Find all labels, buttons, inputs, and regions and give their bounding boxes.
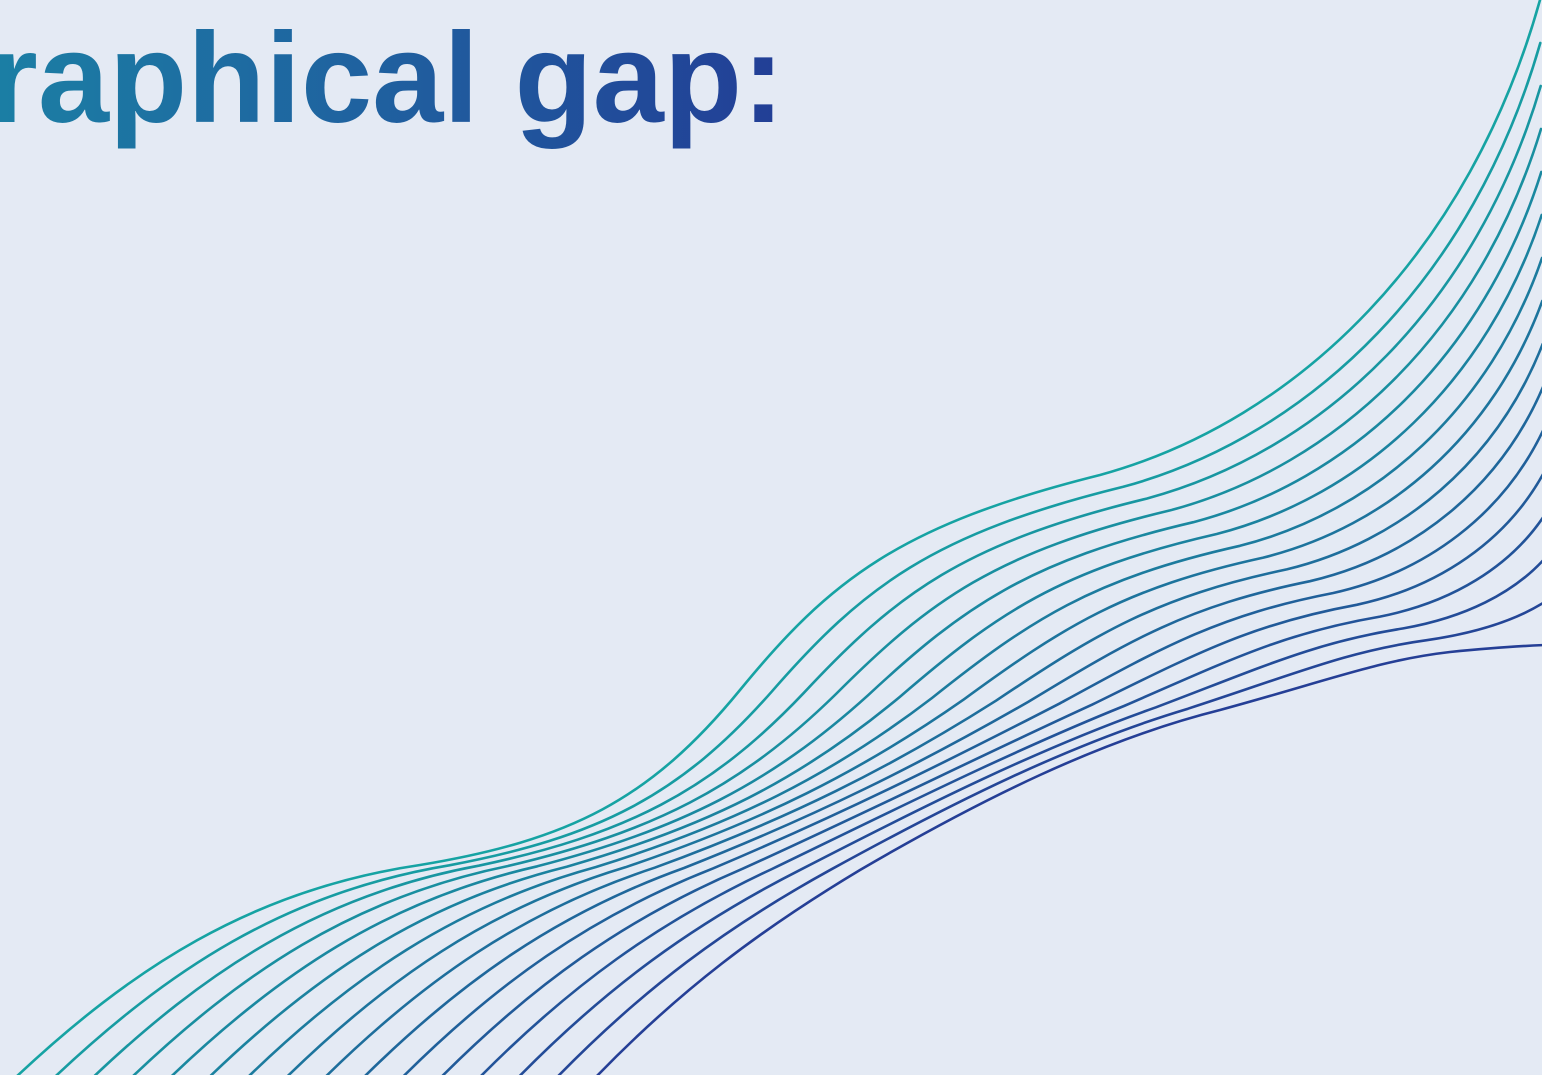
wave-line <box>557 602 1542 1075</box>
wave-line <box>402 429 1542 1075</box>
wave-line <box>364 386 1542 1075</box>
wave-line <box>93 84 1542 1075</box>
wave-line <box>596 643 1542 1075</box>
wave-line <box>518 559 1542 1075</box>
wave-line <box>248 256 1542 1075</box>
wave-line <box>286 299 1542 1075</box>
wave-line <box>325 342 1542 1075</box>
wave-line <box>16 0 1542 1075</box>
wave-line <box>55 41 1542 1075</box>
wave-line <box>480 516 1542 1075</box>
wave-line <box>170 170 1542 1075</box>
wave-line <box>209 213 1542 1075</box>
wave-line <box>441 473 1542 1075</box>
wave-line <box>132 127 1542 1075</box>
slide-heading: raphical gap: <box>0 4 785 154</box>
